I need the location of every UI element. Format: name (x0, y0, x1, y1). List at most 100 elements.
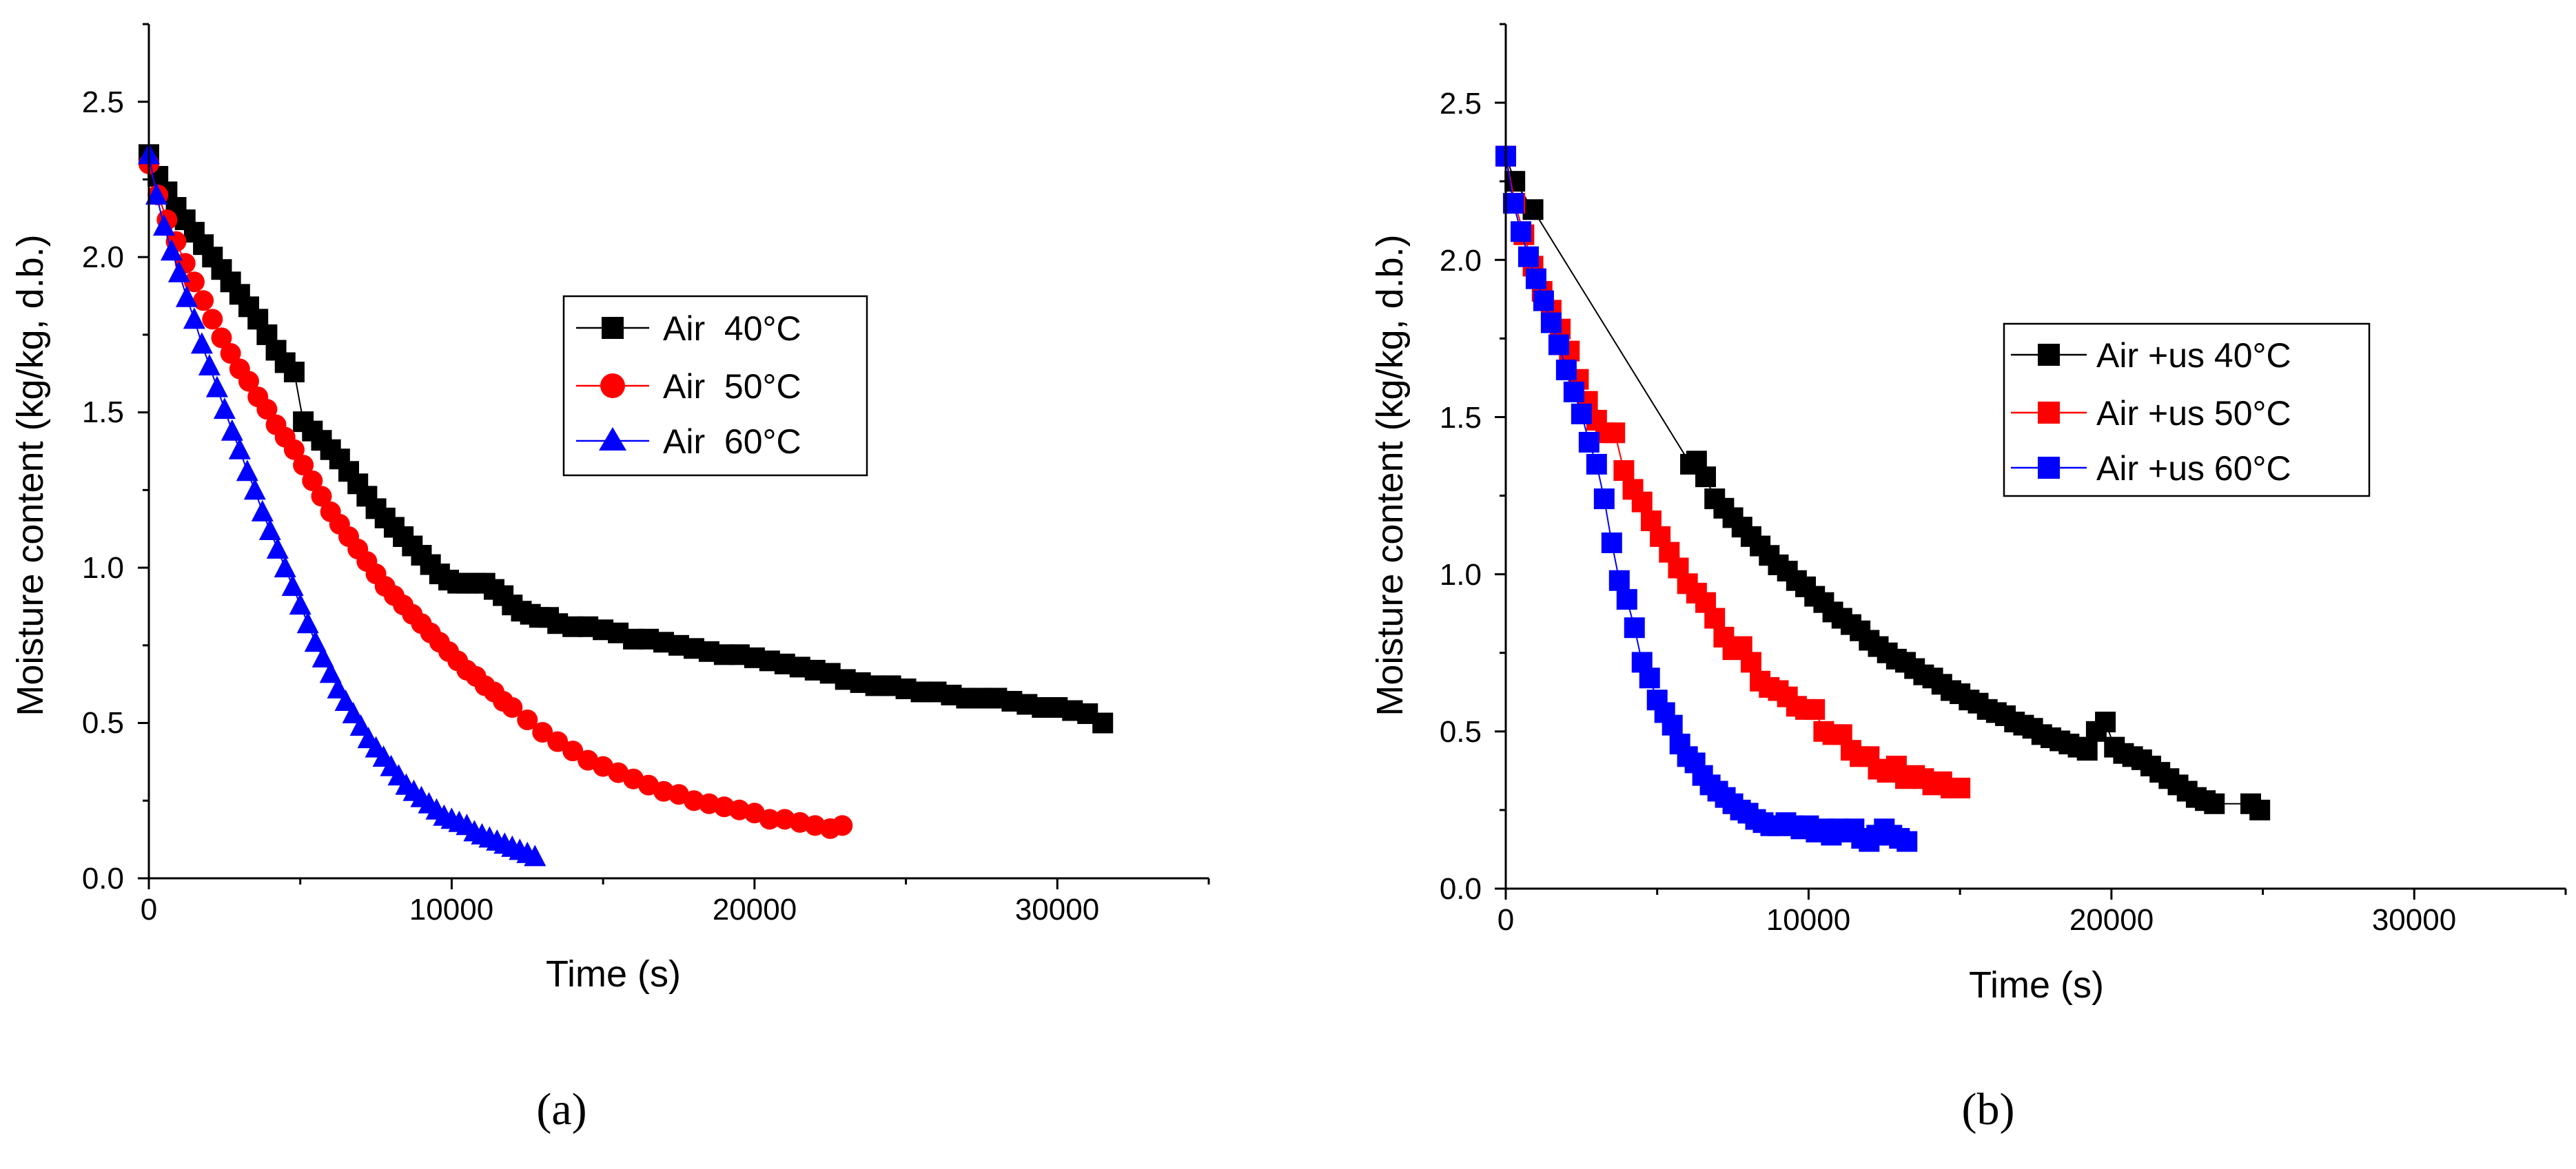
y-tick-label: 2.0 (1440, 244, 1482, 278)
data-point (517, 710, 538, 731)
data-point (1613, 460, 1635, 482)
data-point (183, 271, 205, 293)
legend-entry: Air +us 40°C (2011, 336, 2291, 375)
data-point (1639, 668, 1660, 689)
legend-entry: Air 50°C (576, 367, 801, 406)
legend-marker-triangle (599, 427, 626, 451)
data-point (302, 470, 323, 491)
data-point (296, 612, 319, 634)
data-point (205, 375, 228, 397)
data-point (1897, 831, 1918, 852)
legend-marker-square (2038, 402, 2060, 424)
data-point (213, 397, 236, 420)
x-tick-label: 10000 (409, 893, 493, 927)
data-point (161, 239, 183, 261)
y-tick-label: 2.5 (82, 85, 124, 119)
y-tick-label: 0.5 (82, 706, 124, 740)
data-point (1608, 570, 1630, 591)
data-point (251, 499, 274, 521)
data-point (1740, 652, 1761, 673)
y-tick-label: 1.0 (82, 551, 124, 585)
data-point (1555, 360, 1577, 380)
data-point (145, 183, 167, 205)
x-tick-label: 30000 (2372, 903, 2456, 937)
data-point (190, 332, 213, 354)
series-1 (1495, 145, 2271, 820)
data-point (342, 702, 365, 723)
data-point (1510, 221, 1531, 242)
y-tick-label: 0.0 (82, 862, 124, 896)
data-point (334, 690, 357, 711)
data-point (547, 731, 569, 752)
data-point (1695, 466, 1717, 488)
y-tick-label: 2.0 (82, 240, 124, 274)
data-point (1504, 171, 1526, 192)
legend-marker-square (2038, 457, 2060, 479)
data-point (2076, 740, 2098, 761)
data-point (1601, 532, 1622, 553)
data-point (183, 307, 205, 329)
y-tick-label: 1.5 (82, 395, 124, 429)
data-point (2204, 793, 2225, 814)
legend-label: Air 50°C (663, 367, 801, 406)
data-point (256, 399, 278, 420)
data-point (167, 260, 190, 282)
y-tick-label: 2.5 (1440, 87, 1482, 121)
y-axis-title: Moisture content (kg/kg, d.b.) (10, 234, 51, 716)
legend-marker-circle (600, 373, 625, 398)
data-point (311, 645, 334, 668)
data-point (281, 575, 304, 597)
legend-entry: Air +us 60°C (2011, 449, 2291, 488)
x-axis-title: Time (s) (1969, 964, 2104, 1006)
panel-label: (b) (1962, 1084, 2015, 1135)
data-point (524, 845, 546, 867)
data-point (1604, 422, 1626, 444)
data-point (198, 354, 221, 375)
data-point (2249, 799, 2271, 820)
data-point (1578, 431, 1599, 453)
data-point (266, 537, 289, 559)
y-axis-title: Moisture content (kg/kg, d.b.) (1369, 234, 1411, 716)
x-tick-label: 10000 (1766, 903, 1850, 937)
data-point (1704, 608, 1726, 629)
data-point (221, 419, 243, 441)
y-tick-label: 1.0 (1440, 558, 1482, 592)
series-1 (139, 144, 1114, 734)
x-tick-label: 20000 (2069, 903, 2154, 937)
legend: Air 40°C Air 50°C Air 60°C (562, 295, 868, 477)
data-point (1571, 403, 1592, 424)
data-point (283, 362, 305, 383)
y-tick-label: 0.5 (1440, 715, 1482, 749)
data-point (1804, 699, 1826, 720)
x-tick-label: 0 (1497, 903, 1514, 937)
panel-a: 0.0 0.5 1.0 1.5 2.0 2.5 0 10000 20000 30… (10, 23, 1210, 1135)
data-point (274, 556, 296, 578)
data-point (289, 593, 311, 615)
data-point (327, 676, 349, 699)
legend: Air +us 40°C Air +us 50°C Air +us 60°C (2003, 322, 2371, 497)
data-point (1624, 617, 1645, 639)
data-point (228, 437, 251, 459)
data-point (349, 714, 372, 736)
legend-label: Air 40°C (663, 309, 801, 348)
series-3 (138, 143, 546, 867)
data-point (532, 722, 553, 743)
y-tick-label: 0.0 (1440, 872, 1482, 906)
data-point (153, 214, 175, 236)
legend-label: Air +us 50°C (2096, 394, 2291, 433)
data-point (1586, 453, 1607, 475)
panel-label: (a) (536, 1084, 586, 1135)
data-point (283, 439, 305, 460)
data-point (211, 327, 232, 349)
legend-entry: Air +us 50°C (2011, 394, 2291, 433)
panel-b: 0.0 0.5 1.0 1.5 2.0 2.5 0 10000 20000 30… (1369, 23, 2567, 1135)
x-tick-label: 20000 (713, 893, 797, 927)
legend-label: Air +us 60°C (2096, 449, 2291, 488)
data-point (1092, 712, 1114, 734)
data-point (175, 285, 198, 307)
data-point (319, 661, 342, 683)
data-point (243, 478, 266, 500)
x-tick-label: 30000 (1015, 893, 1099, 927)
data-point (304, 630, 327, 652)
data-point (193, 290, 214, 311)
